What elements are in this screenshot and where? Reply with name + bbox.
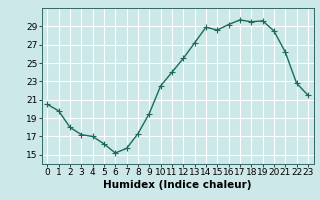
X-axis label: Humidex (Indice chaleur): Humidex (Indice chaleur) (103, 180, 252, 190)
